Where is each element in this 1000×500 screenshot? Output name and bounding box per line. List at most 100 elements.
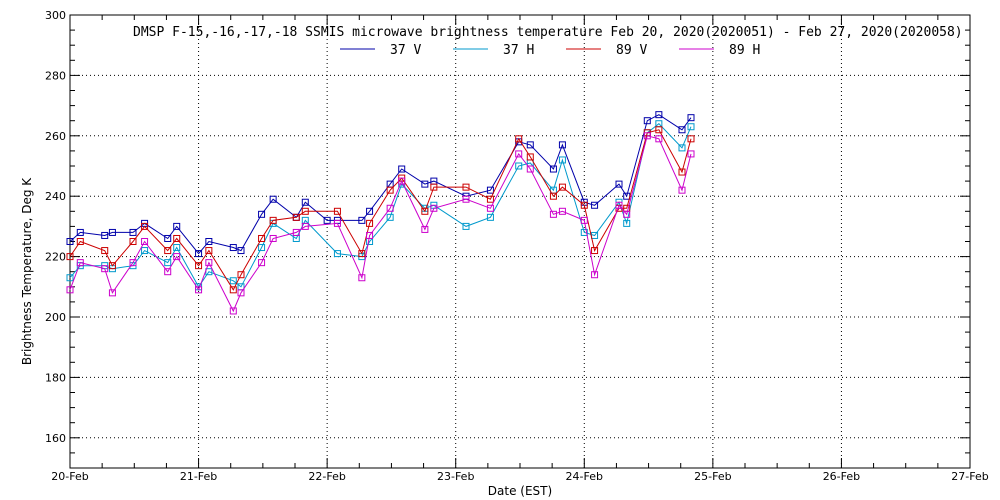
data-point [323,216,331,224]
data-point [258,210,266,218]
data-point [333,207,341,215]
axes: 20-Feb 21-Feb 22-Feb 23-Feb 24-Feb 25-Feb 26-F… [45,9,989,483]
data-point [164,234,172,242]
series-37-v [66,111,695,258]
data-point [486,186,494,194]
data-point [237,247,245,255]
data-point [549,165,557,173]
series-37-h [66,120,695,291]
data-point [101,265,109,273]
data-point [515,150,523,158]
data-point [269,216,277,224]
data-point [515,162,523,170]
y-tick-label: 200 [45,311,66,324]
plot-frame [69,14,971,469]
data-point [173,234,181,242]
data-point [164,259,172,267]
x-tick-label: 27-Feb [951,470,988,483]
data-point [366,219,374,227]
data-point [558,183,566,191]
data-point [386,204,394,212]
data-point [687,114,695,122]
data-point [687,135,695,143]
data-point [486,213,494,221]
x-tick-label: 22-Feb [308,470,345,483]
y-tick-label: 180 [45,371,66,384]
data-point [678,144,686,152]
data-point [108,262,116,270]
series-line [69,129,692,291]
data-point [269,195,277,203]
data-point [66,238,74,245]
data-point [655,111,663,119]
data-point [591,247,599,255]
data-point [301,207,309,215]
data-point [66,274,74,282]
data-point [301,222,309,230]
x-tick-label: 25-Feb [694,470,731,483]
data-point [558,141,566,149]
series-line [69,123,692,288]
x-tick-label: 23-Feb [437,470,474,483]
series-layer [66,111,695,315]
data-point [623,219,631,227]
data-point [205,238,213,245]
data-point [421,207,429,215]
data-point [164,268,172,276]
x-tick-label: 20-Feb [51,470,88,483]
data-point [580,201,588,209]
data-point [173,253,181,261]
data-point [580,228,588,236]
data-point [358,250,366,258]
legend-label: 37 V [390,43,421,58]
data-point [591,271,599,279]
data-point [386,186,394,194]
data-point [549,210,557,218]
data-point [687,150,695,158]
data-point [258,234,266,242]
x-tick-label: 26-Feb [823,470,860,483]
data-point [292,228,300,236]
data-point [615,201,623,209]
data-point [258,244,266,252]
data-point [141,247,149,255]
x-tick-label: 21-Feb [180,470,217,483]
data-point [398,177,406,185]
data-point [687,123,695,131]
data-point [580,216,588,224]
data-point [421,180,429,188]
data-point [229,307,237,315]
data-point [108,289,116,297]
legend-label: 89 H [729,43,760,58]
data-point [462,195,470,203]
data-point [615,180,623,188]
y-axis-title: Brightness Temperature, Deg K [20,177,34,365]
data-point [141,222,149,230]
y-tick-label: 260 [45,130,66,143]
data-point [173,222,181,230]
data-point [164,247,172,255]
chart-title: DMSP F-15,-16,-17,-18 SSMIS microwave br… [133,25,963,40]
data-point [195,286,203,294]
data-point [292,213,300,221]
series-line [69,135,692,313]
series-89-h [66,132,695,315]
data-point [76,238,84,245]
data-point [66,286,74,294]
x-tick-label: 24-Feb [566,470,603,483]
data-point [141,238,149,245]
data-point [526,141,534,149]
legend-label: 37 H [503,43,534,58]
data-point [558,207,566,215]
data-point [101,247,109,255]
data-point [398,165,406,173]
data-point [678,186,686,194]
data-point [129,238,137,245]
data-point [301,198,309,206]
x-axis-title: Date (EST) [488,484,552,498]
data-point [173,244,181,252]
data-point [421,225,429,233]
series-line [69,114,692,255]
data-point [430,204,438,212]
